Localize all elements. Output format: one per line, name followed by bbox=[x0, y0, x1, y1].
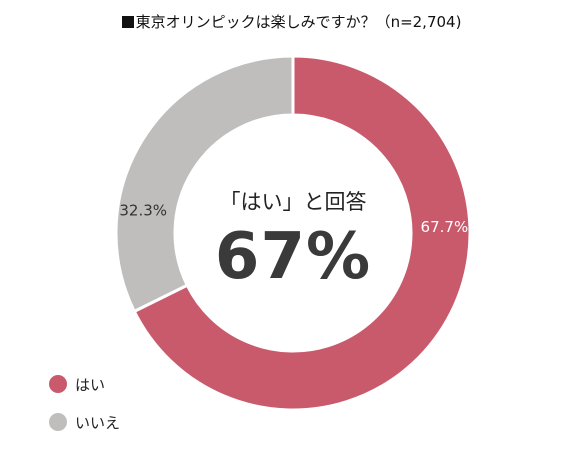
legend-swatch-yes bbox=[49, 375, 67, 393]
legend-label-yes: はい bbox=[75, 375, 106, 394]
center-value: 67% bbox=[214, 220, 372, 294]
legend-item-yes: はい bbox=[49, 374, 120, 394]
slice-yes-label: 67.7% bbox=[421, 218, 469, 236]
center-caption: 「はい」と回答 bbox=[219, 190, 367, 214]
donut-slices bbox=[114, 54, 472, 412]
chart-title: 東京オリンピックは楽しみですか？（n=2,704) bbox=[0, 11, 583, 32]
legend-swatch-no bbox=[49, 413, 67, 431]
slice-no bbox=[114, 54, 295, 314]
legend-label-no: いいえ bbox=[75, 413, 121, 432]
legend-item-no: いいえ bbox=[49, 412, 120, 432]
donut-slice-labels: 67.7% 32.3% bbox=[119, 201, 468, 236]
title-square-icon bbox=[121, 16, 134, 28]
slice-no-label: 32.3% bbox=[119, 201, 167, 219]
slice-yes bbox=[132, 54, 472, 412]
legend: はい いいえ bbox=[49, 374, 120, 450]
chart-title-text: 東京オリンピックは楽しみですか？（n=2,704) bbox=[135, 13, 462, 31]
